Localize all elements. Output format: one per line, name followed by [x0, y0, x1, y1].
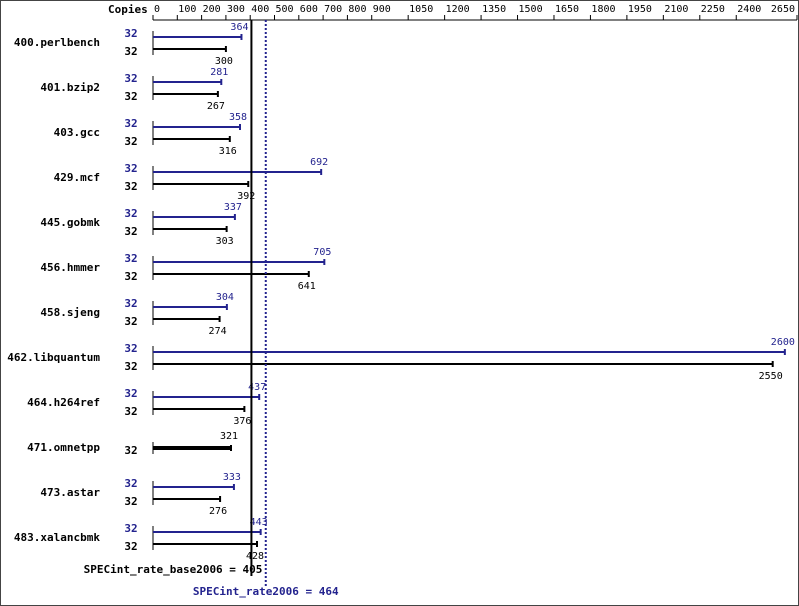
copies-header: Copies: [108, 3, 148, 16]
copies: 32: [124, 90, 137, 103]
x-tick-label: 1050: [409, 4, 433, 15]
value-label: 274: [209, 326, 227, 337]
value-label: 303: [216, 236, 234, 247]
value-label: 641: [298, 281, 316, 292]
copies: 32: [124, 135, 137, 148]
value-label: 337: [224, 202, 242, 213]
copies: 32: [124, 72, 137, 85]
value-label: 333: [223, 472, 241, 483]
value-label: 437: [248, 382, 266, 393]
benchmark-name: 403.gcc: [54, 126, 100, 139]
value-label: 281: [210, 67, 228, 78]
copies: 32: [124, 405, 137, 418]
value-label: 428: [246, 551, 264, 562]
x-tick-label: 200: [203, 4, 221, 15]
copies: 32: [124, 162, 137, 175]
x-tick-label: 400: [251, 4, 269, 15]
x-tick-label: 300: [227, 4, 245, 15]
x-tick-label: 2400: [737, 4, 761, 15]
copies: 32: [124, 297, 137, 310]
value-label: 321: [220, 431, 238, 442]
copies: 32: [124, 252, 137, 265]
copies: 32: [124, 342, 137, 355]
copies: 32: [124, 117, 137, 130]
copies: 32: [124, 360, 137, 373]
value-label: 2600: [771, 337, 795, 348]
copies: 32: [124, 522, 137, 535]
benchmark-name: 462.libquantum: [7, 351, 100, 364]
copies: 32: [124, 45, 137, 58]
peak-metric-label: SPECint_rate2006 = 464: [193, 585, 339, 598]
copies: 32: [124, 444, 137, 457]
value-label: 376: [233, 416, 251, 427]
value-label: 358: [229, 112, 247, 123]
x-tick-label: 900: [373, 4, 391, 15]
value-label: 364: [230, 22, 248, 33]
benchmark-name: 483.xalancbmk: [14, 531, 100, 544]
copies: 32: [124, 315, 137, 328]
benchmark-name: 445.gobmk: [40, 216, 100, 229]
x-tick-label: 2250: [701, 4, 725, 15]
x-tick-label: 1650: [555, 4, 579, 15]
x-tick-label: 2650: [771, 4, 795, 15]
value-label: 304: [216, 292, 234, 303]
value-label: 2550: [759, 371, 783, 382]
value-label: 392: [237, 191, 255, 202]
x-tick-label: 2100: [664, 4, 688, 15]
benchmark-name: 456.hmmer: [40, 261, 100, 274]
benchmark-name: 464.h264ref: [27, 396, 100, 409]
value-label: 267: [207, 101, 225, 112]
benchmark-name: 473.astar: [40, 486, 100, 499]
copies: 32: [124, 477, 137, 490]
copies: 32: [124, 27, 137, 40]
x-tick-label: 1950: [628, 4, 652, 15]
x-tick-label: 700: [324, 4, 342, 15]
value-label: 276: [209, 506, 227, 517]
x-tick-label: 100: [178, 4, 196, 15]
value-label: 443: [250, 517, 268, 528]
x-tick-label: 500: [276, 4, 294, 15]
benchmark-name: 429.mcf: [54, 171, 100, 184]
copies: 32: [124, 495, 137, 508]
base-metric-label: SPECint_rate_base2006 = 405: [84, 563, 263, 576]
copies: 32: [124, 225, 137, 238]
benchmark-name: 401.bzip2: [40, 81, 100, 94]
x-tick-label: 1800: [591, 4, 615, 15]
copies: 32: [124, 270, 137, 283]
benchmark-name: 458.sjeng: [40, 306, 100, 319]
benchmark-name: 400.perlbench: [14, 36, 100, 49]
benchmark-name: 471.omnetpp: [27, 441, 100, 454]
copies: 32: [124, 207, 137, 220]
x-tick-label: 800: [348, 4, 366, 15]
value-label: 300: [215, 56, 233, 67]
copies: 32: [124, 180, 137, 193]
x-tick-label: 1200: [446, 4, 470, 15]
x-tick-label: 1500: [519, 4, 543, 15]
value-label: 705: [313, 247, 331, 258]
copies: 32: [124, 387, 137, 400]
x-tick-label: 0: [154, 4, 160, 15]
x-tick-label: 1350: [482, 4, 506, 15]
value-label: 692: [310, 157, 328, 168]
value-label: 316: [219, 146, 237, 157]
copies: 32: [124, 540, 137, 553]
x-tick-label: 600: [300, 4, 318, 15]
